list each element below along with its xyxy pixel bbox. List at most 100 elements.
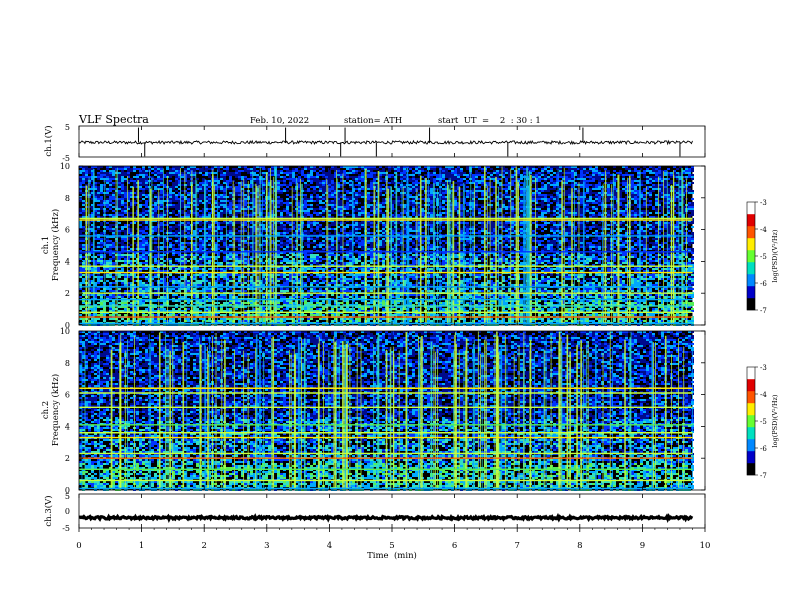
ch1-spectrogram-cell <box>301 174 304 176</box>
ch1-spectrogram-cell <box>196 262 199 264</box>
ch1-spectrogram-cell <box>223 192 226 194</box>
ch1-spectrogram-cell <box>124 208 127 210</box>
ch1-spectrogram-cell <box>298 212 301 214</box>
ch1-spectrogram-cell <box>199 290 202 292</box>
ch1-spectrogram-cell <box>169 264 172 266</box>
ch1-spectrogram-cell <box>205 202 208 204</box>
ch1-spectrogram-cell <box>316 282 319 284</box>
ch1-spectrogram-cell <box>328 226 331 228</box>
ch1-spectrogram-cell <box>100 250 103 252</box>
ch1-spectrogram-cell <box>94 306 97 308</box>
ch1-spectrogram-cell <box>340 302 343 304</box>
ch1-spectrogram-cell <box>127 238 130 240</box>
ch1-spectrogram-cell <box>160 264 163 266</box>
ch1-spectrogram-cell <box>331 320 334 322</box>
ch1-spectrogram-cell <box>253 254 256 256</box>
ch1-spectrogram-cell <box>322 166 325 168</box>
ch1-spectrogram-cell <box>205 308 208 310</box>
ch1-spectrogram-cell <box>91 250 94 252</box>
ch1-spectrogram-cell <box>316 236 319 238</box>
ch1-spectrogram-cell <box>202 244 205 246</box>
ch1-spectrogram-cell <box>199 240 202 242</box>
ch1-spectrogram-cell <box>214 202 217 204</box>
ch1-spectrogram-cell <box>199 196 202 198</box>
ch1-spectrogram-cell <box>313 248 316 250</box>
ch1-spectrogram-cell <box>256 280 259 282</box>
ch1-spectrogram-cell <box>217 238 220 240</box>
ch1-spectrogram-cell <box>142 290 145 292</box>
ch1-spectrogram-cell <box>136 174 139 176</box>
ch1-spectrogram-cell <box>253 190 256 192</box>
ch1-spectrogram-cell <box>109 304 112 306</box>
ch1-spectrogram-cell <box>271 210 274 212</box>
ch1-spectrogram-cell <box>172 314 175 316</box>
ch1-spectrogram-cell <box>82 202 85 204</box>
ch1-spectrogram-cell <box>313 270 316 272</box>
ch1-spectrogram-cell <box>79 268 82 270</box>
ch1-spectrogram-cell <box>91 178 94 180</box>
ch1-spectrogram-cell <box>88 280 91 282</box>
ch1-spectrogram-cell <box>196 222 199 224</box>
ch1-spectrogram-cell <box>223 252 226 254</box>
ch1-spectrogram-cell <box>208 180 211 182</box>
ch1-spectrogram-cell <box>130 228 133 230</box>
ch1-spectrogram-cell <box>151 230 154 232</box>
ch1-spectrogram-cell <box>226 256 229 258</box>
ch1-spectrogram-cell <box>79 246 82 248</box>
ch1-spectrogram-cell <box>331 216 334 218</box>
ch1-spectrogram-cell <box>115 248 118 250</box>
ch1-spectrogram-cell <box>130 202 133 204</box>
ch1-spectrogram-cell <box>151 256 154 258</box>
ch1-spectrogram-cell <box>241 206 244 208</box>
ch1-spectrogram-cell <box>304 266 307 268</box>
ch1-spectrogram-cell <box>88 314 91 316</box>
ch1-spectrogram-cell <box>229 220 232 222</box>
ch1-spectrogram-cell <box>223 268 226 270</box>
ch1-spectrogram-cell <box>214 284 217 286</box>
ch1-spectrogram-cell <box>142 256 145 258</box>
ch1-spectrogram-cell <box>220 202 223 204</box>
ch1-spectrogram-cell <box>106 214 109 216</box>
ch1-spectrogram-cell <box>292 288 295 290</box>
ch1-spectrogram-cell <box>118 266 121 268</box>
ch1-spectrogram-cell <box>214 196 217 198</box>
ch1-spectrogram-cell <box>238 262 241 264</box>
ch1-spectrogram-cell <box>175 226 178 228</box>
ch1-spectrogram-cell <box>214 246 217 248</box>
ch1-spectrogram-cell <box>196 192 199 194</box>
ch1-spectrogram-cell <box>340 212 343 214</box>
ch1-spectrogram-cell <box>250 230 253 232</box>
ch1-spectrogram-cell <box>124 180 127 182</box>
ch1-spectrogram-cell <box>79 180 82 182</box>
ch1-spectrogram-cell <box>130 274 133 276</box>
ch1-spectrogram-cell <box>292 178 295 180</box>
ch1-spectrogram-cell <box>292 254 295 256</box>
ch1-spectrogram-cell <box>82 268 85 270</box>
ch1-spectrogram-cell <box>223 250 226 252</box>
ch1-spectrogram-cell <box>187 174 190 176</box>
ch1-spectrogram-cell <box>196 198 199 200</box>
ch1-spectrogram-cell <box>307 280 310 282</box>
ch1-spectrogram-cell <box>238 258 241 260</box>
ch1-spectrogram-cell <box>220 230 223 232</box>
ch1-spectrogram-cell <box>85 170 88 172</box>
ch1-spectrogram-cell <box>217 206 220 208</box>
ch1-spectrogram-cell <box>163 176 166 178</box>
ch1-spectrogram-cell <box>262 192 265 194</box>
ch1-spectrogram-cell <box>343 226 346 228</box>
ch1-spectrogram-cell <box>151 184 154 186</box>
ch1-spectrogram-cell <box>223 296 226 298</box>
ch1-spectrogram-cell <box>250 314 253 316</box>
ch1-spectrogram-cell <box>130 216 133 218</box>
ch1-spectrogram-cell <box>97 188 100 190</box>
ch1-spectrogram-cell <box>187 302 190 304</box>
ch1-spectrogram-cell <box>172 196 175 198</box>
ch1-spectrogram-cell <box>307 306 310 308</box>
ch1-spectrogram-cell <box>196 214 199 216</box>
ch1-spectrogram-cell <box>88 270 91 272</box>
ch1-spectrogram-cell <box>217 226 220 228</box>
ch1-spectrogram-cell <box>124 224 127 226</box>
ch1-spectrogram-cell <box>208 310 211 312</box>
ch1-spectrogram-cell <box>262 254 265 256</box>
ch1-spectrogram-cell <box>196 312 199 314</box>
